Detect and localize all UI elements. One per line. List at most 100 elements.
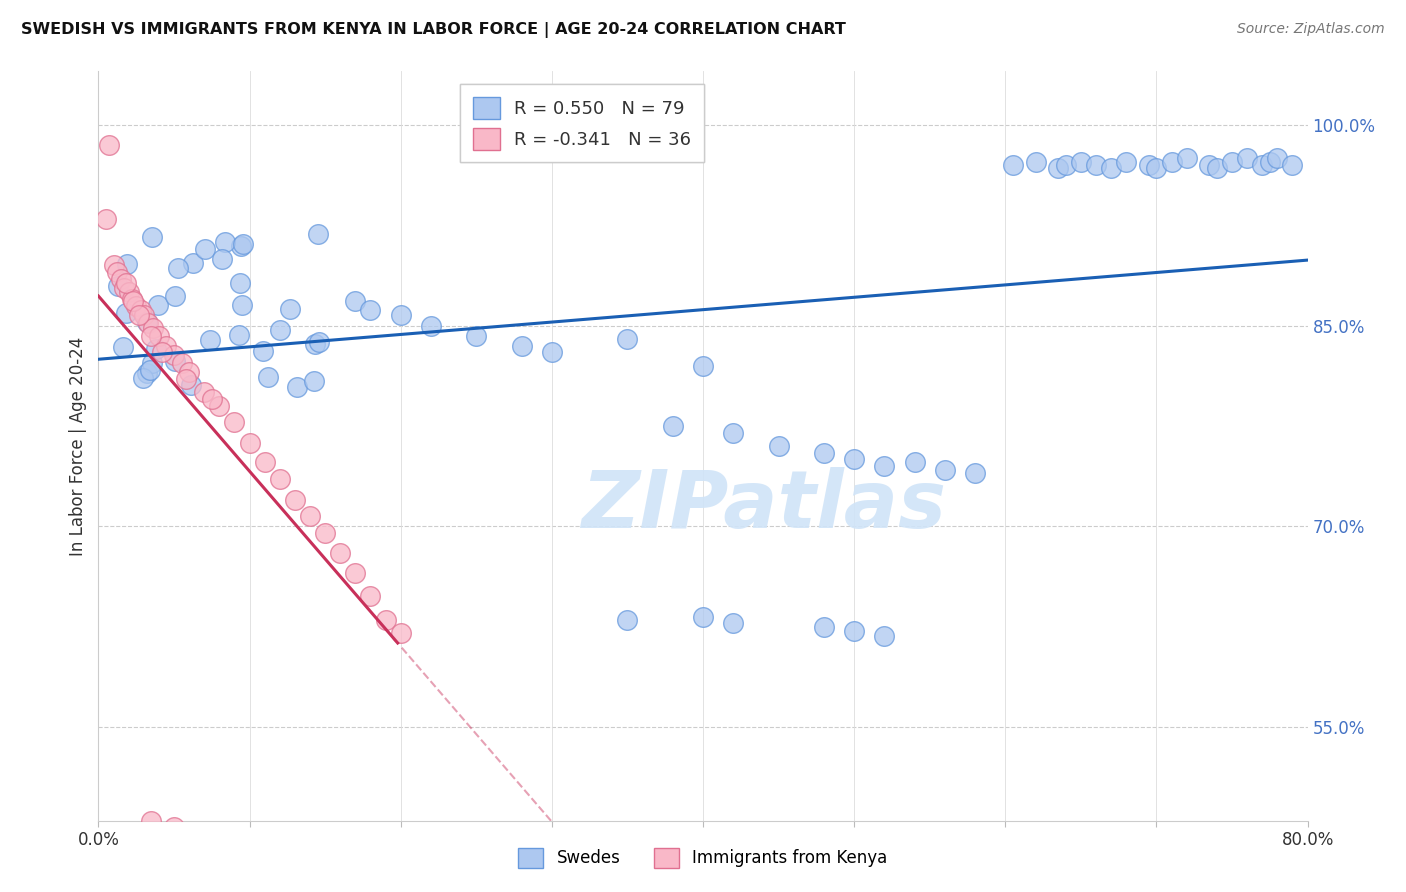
Point [1267,152,1289,166]
Point [965,466,987,480]
Point [1085,158,1108,172]
Point [98,138,121,153]
Point [136,316,159,330]
Point [813,446,835,460]
Point [1070,155,1092,169]
Point [179,366,201,380]
Point [374,613,396,627]
Point [174,372,197,386]
Point [1137,158,1160,172]
Point [107,279,129,293]
Point [142,321,165,335]
Point [844,624,866,638]
Point [692,610,714,624]
Point [1054,158,1077,172]
Point [114,306,136,320]
Point [873,459,896,474]
Point [148,329,170,343]
Point [252,343,274,358]
Point [1001,158,1024,172]
Point [129,302,152,317]
Point [1281,158,1303,172]
Point [94,211,117,226]
Point [269,323,291,337]
Point [269,473,291,487]
Point [360,302,382,317]
Point [314,526,336,541]
Point [934,463,956,477]
Point [141,329,163,343]
Legend: R = 0.550   N = 79, R = -0.341   N = 36: R = 0.550 N = 79, R = -0.341 N = 36 [460,84,704,162]
Point [1220,155,1243,169]
Point [723,425,745,440]
Y-axis label: In Labor Force | Age 20-24: In Labor Force | Age 20-24 [69,336,87,556]
Point [180,378,202,392]
Point [257,369,280,384]
Legend: Swedes, Immigrants from Kenya: Swedes, Immigrants from Kenya [512,841,894,875]
Point [193,385,215,400]
Point [141,229,163,244]
Point [214,235,236,249]
Point [155,339,177,353]
Point [844,452,866,467]
Point [141,814,163,828]
Point [148,298,170,312]
Point [165,354,187,368]
Point [1160,155,1182,169]
Point [132,308,155,322]
Point [229,276,252,290]
Point [768,439,790,453]
Point [284,492,307,507]
Point [163,348,186,362]
Point [141,356,163,370]
Point [360,589,382,603]
Point [170,356,193,370]
Point [344,294,367,309]
Point [1099,161,1122,175]
Point [1198,158,1220,172]
Point [389,308,412,322]
Point [540,345,562,359]
Point [813,619,835,633]
Point [121,292,143,306]
Point [661,419,683,434]
Point [208,399,231,413]
Point [1251,158,1274,172]
Point [110,271,132,285]
Point [299,508,322,523]
Point [510,339,533,353]
Point [304,336,326,351]
Point [117,257,139,271]
Point [465,329,488,343]
Point [389,626,412,640]
Point [138,363,160,377]
Point [194,242,217,256]
Point [224,415,246,429]
Text: ZIPatlas: ZIPatlas [581,467,946,545]
Point [150,345,173,359]
Point [105,265,128,279]
Point [114,276,136,290]
Point [304,374,326,388]
Point [112,340,135,354]
Point [307,227,329,241]
Point [122,294,145,309]
Point [616,613,638,627]
Point [128,308,150,322]
Point [211,252,233,267]
Point [904,455,927,469]
Point [231,298,253,312]
Point [229,239,252,253]
Point [145,342,167,356]
Point [1206,161,1229,175]
Point [308,335,330,350]
Point [723,615,745,630]
Point [132,371,155,385]
Point [135,315,157,329]
Point [228,328,250,343]
Point [167,260,190,275]
Text: Source: ZipAtlas.com: Source: ZipAtlas.com [1237,22,1385,37]
Text: SWEDISH VS IMMIGRANTS FROM KENYA IN LABOR FORCE | AGE 20-24 CORRELATION CHART: SWEDISH VS IMMIGRANTS FROM KENYA IN LABO… [21,22,846,38]
Point [329,546,352,560]
Point [112,281,135,295]
